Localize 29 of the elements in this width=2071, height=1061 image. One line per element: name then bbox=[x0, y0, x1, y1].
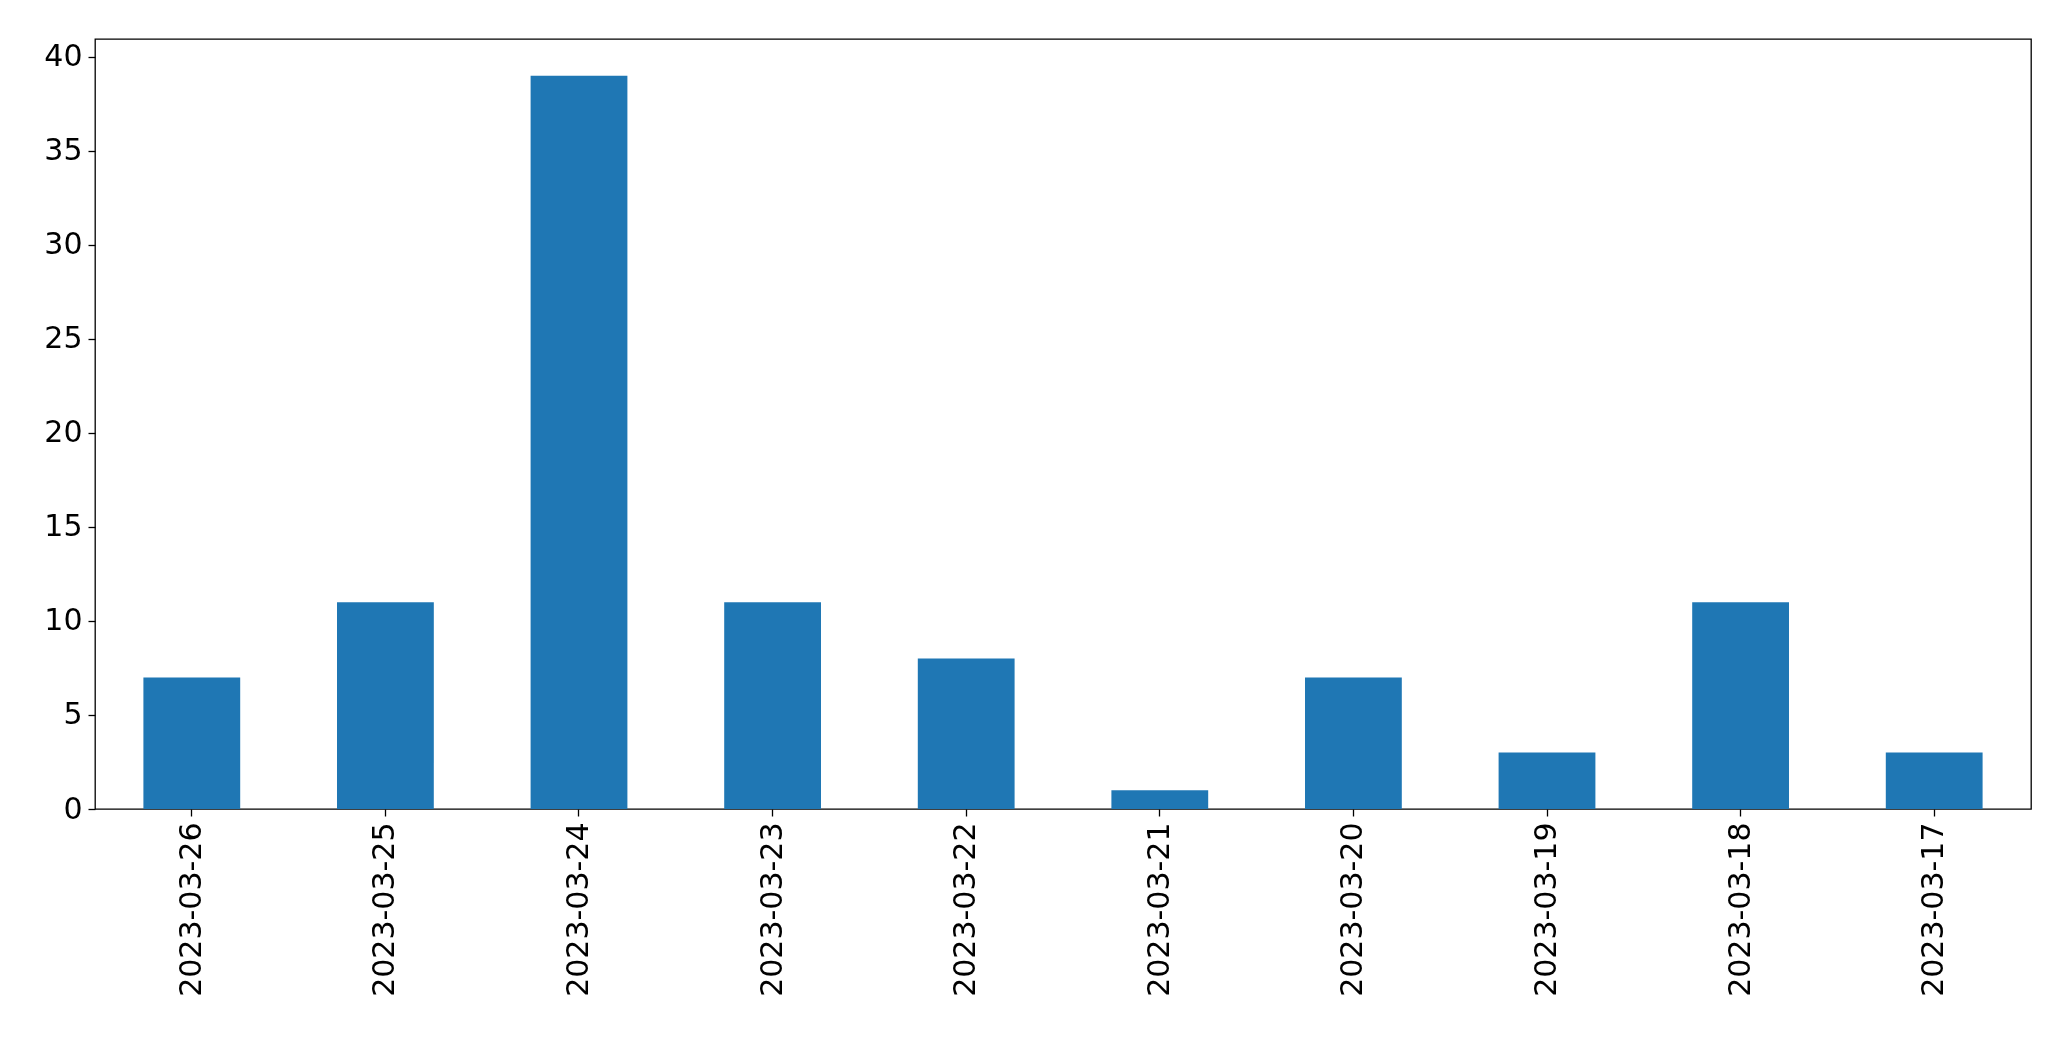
y-tick-label: 0 bbox=[63, 790, 83, 826]
x-tick-label: 2023-03-20 bbox=[1334, 822, 1370, 997]
bar bbox=[917, 658, 1015, 809]
bar bbox=[1111, 790, 1209, 809]
y-tick-label: 40 bbox=[44, 38, 83, 74]
y-tick-label: 20 bbox=[44, 414, 83, 450]
x-tick-label: 2023-03-26 bbox=[172, 822, 208, 997]
x-tick-label: 2023-03-19 bbox=[1528, 822, 1563, 997]
y-tick-label: 35 bbox=[44, 132, 83, 168]
x-tick-label: 2023-03-25 bbox=[366, 822, 402, 997]
bar bbox=[1305, 677, 1402, 809]
y-tick-label: 15 bbox=[44, 508, 83, 544]
x-tick-label: 2023-03-18 bbox=[1721, 822, 1757, 997]
bar bbox=[1885, 752, 1983, 809]
y-tick-label: 30 bbox=[44, 226, 83, 262]
x-tick-label: 2023-03-23 bbox=[753, 822, 789, 997]
y-tick-label: 25 bbox=[44, 320, 83, 356]
bar bbox=[724, 602, 821, 809]
y-tick-label: 5 bbox=[63, 696, 83, 732]
bar bbox=[337, 602, 434, 809]
bar bbox=[143, 677, 241, 809]
x-tick-label: 2023-03-24 bbox=[560, 822, 595, 997]
bar bbox=[1692, 602, 1789, 809]
x-tick-label: 2023-03-22 bbox=[947, 822, 983, 997]
x-tick-label: 2023-03-17 bbox=[1915, 822, 1951, 997]
y-tick-label: 10 bbox=[44, 602, 83, 638]
x-tick-label: 2023-03-21 bbox=[1140, 822, 1176, 997]
bar bbox=[1498, 752, 1596, 809]
bar bbox=[530, 75, 628, 809]
